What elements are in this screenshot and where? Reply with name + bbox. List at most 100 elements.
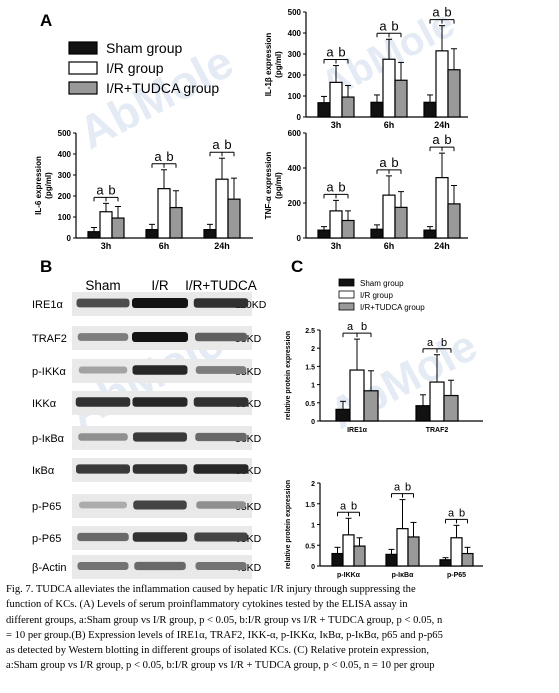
- y-tick-label: 1.5: [305, 364, 315, 371]
- legend-swatch: [68, 81, 98, 95]
- blot-band: [133, 500, 187, 510]
- blot-row-label: p-P65: [32, 533, 61, 545]
- y-tick-label: 0.5: [305, 543, 315, 550]
- y-tick-label: 500: [58, 129, 72, 138]
- blot-band: [132, 397, 188, 407]
- significance-label: a: [96, 182, 104, 197]
- blot-band: [77, 562, 129, 570]
- y-tick-label: 400: [58, 150, 72, 159]
- x-tick-label: 6h: [384, 241, 395, 251]
- blot-row-label: β-Actin: [32, 562, 66, 574]
- y-axis-label: (pg/ml): [274, 51, 283, 78]
- bar: [435, 50, 449, 118]
- blot-row-label: IRE1α: [32, 299, 63, 311]
- legend-panel-c: Sham group I/R group I/R+TUDCA group: [338, 278, 425, 312]
- significance-label: b: [361, 321, 367, 333]
- blot-band: [76, 298, 130, 308]
- significance-label: b: [444, 5, 451, 20]
- blot-column-header: I/R+TUDCA: [185, 278, 257, 293]
- significance-label: a: [448, 507, 455, 519]
- significance-label: b: [338, 45, 345, 60]
- y-axis-label: (pg/ml): [44, 172, 53, 199]
- y-axis-label: (pg/ml): [274, 172, 283, 199]
- bar: [382, 194, 396, 239]
- y-tick-label: 300: [58, 171, 72, 180]
- significance-label: a: [432, 5, 440, 20]
- blot-band: [132, 332, 188, 342]
- bar: [423, 229, 437, 239]
- y-tick-label: 0: [297, 234, 302, 243]
- bar: [447, 69, 461, 118]
- legend-swatch: [68, 61, 98, 75]
- legend-swatch: [68, 41, 98, 55]
- y-tick-label: 600: [288, 129, 302, 138]
- significance-label: b: [391, 155, 398, 170]
- bar: [439, 559, 452, 567]
- caption-line: function of KCs. (A) Levels of serum pro…: [6, 599, 408, 611]
- legend-label: I/R+TUDCA group: [106, 80, 219, 96]
- bar: [423, 101, 437, 118]
- bar: [203, 229, 217, 239]
- y-tick-label: 2.5: [305, 328, 315, 335]
- bar: [447, 203, 461, 239]
- legend-label: Sham group: [360, 279, 404, 288]
- x-tick-label: 24h: [214, 241, 230, 251]
- bar: [394, 79, 408, 118]
- y-tick-label: 500: [288, 8, 302, 17]
- bar: [415, 405, 431, 422]
- legend-label: I/R group: [106, 60, 164, 76]
- y-axis-label: relative protein expression: [285, 331, 292, 420]
- significance-label: b: [166, 149, 173, 164]
- significance-label: b: [444, 132, 451, 147]
- y-tick-label: 200: [58, 192, 72, 201]
- legend-label: I/R+TUDCA group: [360, 303, 425, 312]
- blot-band: [79, 501, 127, 509]
- bar: [396, 528, 409, 567]
- blot-row-label: TRAF2: [32, 333, 67, 345]
- blot-band: [77, 333, 129, 341]
- significance-label: a: [347, 321, 354, 333]
- blot-band: [193, 397, 249, 407]
- bar: [99, 211, 113, 239]
- x-tick-label: 3h: [331, 120, 342, 130]
- y-tick-label: 2: [311, 481, 315, 488]
- x-tick-label: p-IκBα: [392, 572, 415, 579]
- significance-label: a: [212, 137, 220, 152]
- bar: [370, 228, 384, 239]
- bar: [145, 229, 159, 239]
- significance-label: a: [326, 179, 334, 194]
- bar: [407, 536, 420, 567]
- significance-label: b: [351, 500, 357, 512]
- bar: [317, 102, 331, 118]
- y-tick-label: 400: [288, 29, 302, 38]
- blot-row-label: p-P65: [32, 501, 61, 513]
- significance-label: a: [340, 500, 347, 512]
- legend-swatch: [338, 290, 355, 299]
- blot-band: [196, 501, 246, 509]
- bar: [461, 552, 474, 567]
- blot-row-label: p-IKKα: [32, 366, 67, 378]
- significance-label: b: [338, 179, 345, 194]
- blot-band: [195, 562, 247, 570]
- blot-band: [75, 397, 131, 407]
- bar: [335, 408, 351, 422]
- caption-line: a:Sham group vs I/R group, p < 0.05, b:I…: [6, 660, 435, 672]
- y-tick-label: 1: [311, 523, 315, 530]
- bar: [329, 81, 343, 118]
- y-axis-label: relative protein expression: [285, 480, 292, 569]
- blot-band: [76, 464, 130, 474]
- bar: [331, 552, 344, 567]
- y-tick-label: 1.5: [305, 502, 315, 509]
- bar: [385, 553, 398, 567]
- y-tick-label: 0: [67, 234, 72, 243]
- x-tick-label: 3h: [101, 241, 112, 251]
- significance-label: b: [391, 18, 398, 33]
- significance-label: b: [108, 182, 115, 197]
- y-tick-label: 100: [58, 213, 72, 222]
- panel-label-a: A: [40, 11, 52, 30]
- legend-label: I/R group: [360, 291, 393, 300]
- y-tick-label: 2: [311, 346, 315, 353]
- bar: [429, 381, 445, 422]
